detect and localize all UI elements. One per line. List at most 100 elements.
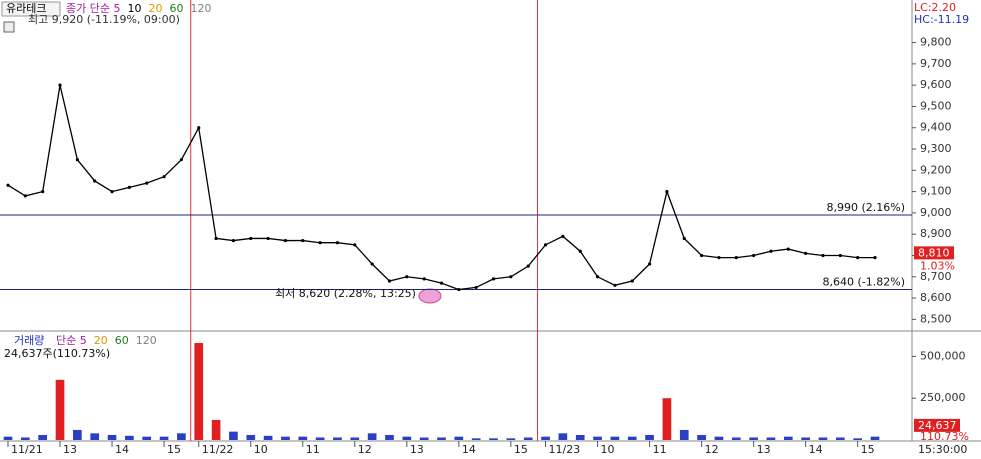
price-point	[821, 253, 825, 258]
volume-legend-item: 20	[94, 334, 108, 347]
price-point	[613, 283, 617, 287]
high-label: 최고 9,920 (-11.19%, 09:00)	[28, 13, 180, 26]
price-point	[145, 181, 149, 185]
volume-bar	[38, 434, 48, 440]
volume-bar	[454, 436, 464, 440]
last-volume-ratio: 110.73%	[920, 430, 969, 443]
x-tick-label: 14	[115, 443, 129, 456]
x-tick-label: 15	[167, 443, 181, 456]
price-point	[665, 190, 669, 194]
volume-bar	[766, 437, 776, 440]
price-point	[422, 277, 426, 281]
y-tick-label: 9,800	[920, 36, 952, 49]
price-point	[179, 158, 183, 162]
price-point	[561, 234, 565, 238]
volume-bar	[870, 436, 880, 440]
price-point	[474, 285, 478, 290]
price-point	[318, 241, 322, 245]
price-point	[58, 83, 62, 87]
x-tick-label: 12	[358, 443, 372, 456]
hc-label: HC:-11.19	[914, 13, 969, 26]
y-tick-label: 9,500	[920, 99, 952, 112]
volume-bar	[818, 437, 828, 440]
price-point	[873, 256, 877, 260]
price-point	[457, 287, 461, 292]
volume-bar	[246, 434, 256, 440]
price-point	[647, 262, 652, 266]
volume-bar	[523, 437, 533, 440]
volume-bar	[142, 436, 152, 440]
y-tick-label: 9,100	[920, 185, 952, 198]
volume-bar	[558, 433, 568, 440]
price-point	[630, 279, 634, 283]
y-tick-label: 9,000	[920, 206, 952, 219]
legend-item: 20	[148, 2, 162, 15]
lc-label: LC:2.20	[914, 1, 956, 14]
low-label: 최저 8,620 (2.28%, 13:25)	[275, 287, 416, 300]
price-point	[162, 175, 166, 179]
volume-bar	[281, 436, 290, 440]
volume-bar	[419, 437, 429, 440]
volume-bar	[731, 437, 741, 440]
price-point	[370, 262, 374, 266]
price-point	[491, 277, 496, 281]
end-time: 15:30:00	[918, 443, 967, 456]
x-tick-label: 13	[63, 443, 77, 456]
y-tick-label: 9,400	[920, 121, 952, 134]
price-point	[231, 238, 236, 243]
legend-item: 종가 단순 5	[66, 2, 120, 15]
volume-bar	[627, 436, 637, 440]
y-tick-label: 250,000	[920, 391, 966, 404]
volume-bar	[610, 436, 620, 440]
volume-bar	[73, 429, 82, 440]
price-point	[6, 183, 10, 187]
y-tick-label: 9,300	[920, 142, 952, 155]
symbol-box[interactable]	[1, 1, 61, 17]
price-point	[301, 238, 305, 243]
volume-bar	[298, 436, 308, 440]
volume-bar	[90, 433, 100, 440]
x-tick-label: 13	[410, 443, 424, 456]
symbol: 유라테크	[6, 2, 46, 15]
volume-bar	[471, 438, 481, 440]
volume-title: 거래량	[14, 334, 44, 347]
last-price-box	[914, 246, 954, 260]
volume-bar	[714, 436, 724, 440]
price-point	[335, 241, 340, 245]
price-point	[214, 236, 218, 241]
price-point	[110, 190, 114, 194]
volume-bar	[835, 437, 845, 440]
volume-bar	[593, 436, 602, 440]
x-tick-label: 15	[514, 443, 528, 456]
x-tick-label: 11/23	[549, 443, 581, 456]
volume-bar	[506, 438, 516, 440]
price-point	[526, 264, 530, 268]
price-point	[734, 256, 738, 260]
price-point	[353, 243, 357, 247]
y-tick-label: 9,700	[920, 57, 952, 70]
grid-icon[interactable]	[3, 21, 15, 33]
volume-bar	[159, 436, 169, 440]
volume-bar	[402, 436, 412, 440]
price-point	[838, 253, 842, 258]
price-point	[682, 236, 686, 241]
volume-bar	[3, 436, 13, 440]
x-tick-label: 12	[705, 443, 719, 456]
price-point	[752, 253, 756, 258]
volume-bar	[575, 434, 585, 440]
x-tick-label: 14	[462, 443, 476, 456]
volume-bar	[645, 434, 654, 440]
y-tick-label: 9,600	[920, 78, 952, 91]
price-point	[543, 243, 548, 247]
volume-bar	[697, 434, 706, 440]
volume-bar	[385, 434, 394, 440]
volume-legend-item: 120	[136, 334, 157, 347]
y-tick-label: 8,500	[920, 312, 952, 325]
x-tick-label: 13	[757, 443, 771, 456]
x-tick-label: 11/21	[11, 443, 43, 456]
last-change: 1.03%	[920, 259, 955, 272]
last-volume-box	[914, 418, 960, 432]
price-point	[804, 251, 808, 255]
